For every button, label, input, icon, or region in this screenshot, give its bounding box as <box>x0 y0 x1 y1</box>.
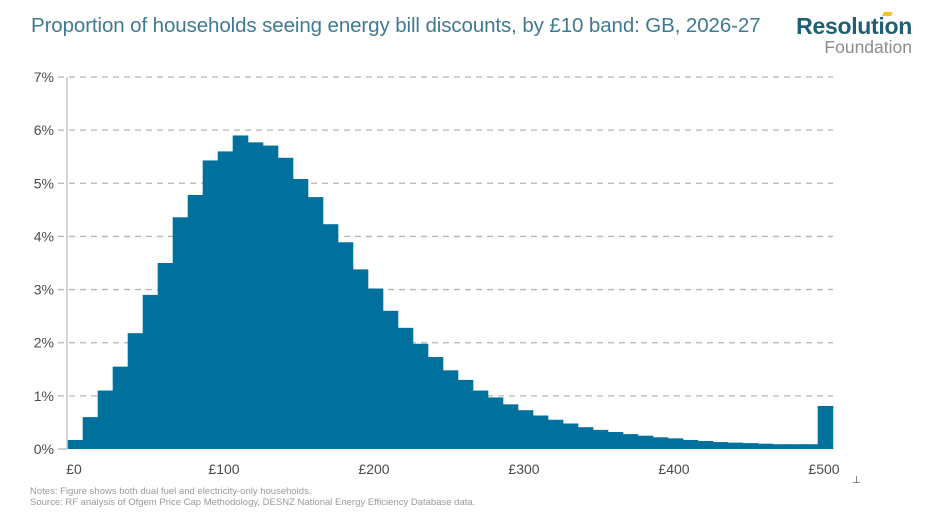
y-tick-label: 7% <box>34 69 54 85</box>
x-tick-label: £400 <box>658 461 689 477</box>
y-tick-label: 4% <box>34 228 54 244</box>
bar <box>727 442 744 449</box>
bar <box>667 438 684 449</box>
bar <box>457 379 474 449</box>
bar <box>127 333 144 449</box>
bar <box>802 444 819 449</box>
bar <box>187 194 204 449</box>
bar <box>262 145 279 449</box>
bar <box>172 217 189 449</box>
bar <box>592 429 609 449</box>
bar <box>577 427 594 449</box>
x-tick-label: £500 <box>808 461 839 477</box>
bar <box>472 390 489 449</box>
bars <box>67 135 834 450</box>
notes-text: Notes: Figure shows both dual fuel and e… <box>30 486 312 497</box>
logo-text-foundation: Foundation <box>824 37 912 57</box>
logo-text-resolution: Resolution <box>796 13 912 39</box>
bar <box>772 444 789 449</box>
chart-notes: Notes: Figure shows both dual fuel and e… <box>30 486 475 508</box>
bar <box>742 443 759 449</box>
bar <box>112 366 129 449</box>
y-tick-label: 1% <box>34 388 54 404</box>
bar <box>292 179 309 449</box>
x-tick-labels: £0 £100 £200 £300 £400 £500 <box>66 461 840 477</box>
bar <box>277 157 294 449</box>
bar <box>337 242 354 449</box>
bar <box>247 142 264 449</box>
bar <box>637 435 654 449</box>
bar <box>547 419 564 449</box>
bar <box>412 343 429 449</box>
y-tick-label: 2% <box>34 335 54 351</box>
bar <box>697 441 714 449</box>
bar <box>817 405 834 449</box>
x-tick-label: £100 <box>208 461 239 477</box>
chart-title: Proportion of households seeing energy b… <box>31 14 761 37</box>
bar <box>607 431 624 449</box>
y-tick-label: 0% <box>34 441 54 457</box>
bar <box>712 442 729 449</box>
y-tick-labels: 0% 1% 2% 3% 4% 5% 6% 7% <box>34 69 54 457</box>
bar <box>442 370 459 449</box>
x-tick-label: £200 <box>358 461 389 477</box>
bar <box>322 224 339 449</box>
bar <box>367 288 384 449</box>
bar <box>97 390 114 449</box>
bar <box>652 437 669 449</box>
bar <box>397 327 414 449</box>
y-tick-label: 5% <box>34 175 54 191</box>
axis-corner-mark: ⊥ <box>852 475 861 486</box>
bar <box>757 443 774 449</box>
bar <box>427 357 444 449</box>
bar <box>517 410 534 449</box>
bar <box>217 151 234 449</box>
bar <box>82 417 99 449</box>
bar <box>502 404 519 449</box>
bar <box>487 397 504 449</box>
logo-line1: Resolution <box>796 12 912 39</box>
bar <box>682 439 699 449</box>
bar <box>157 263 174 449</box>
bar <box>532 415 549 449</box>
bar <box>232 135 249 449</box>
y-tick-label: 3% <box>34 282 54 298</box>
bar <box>562 423 579 449</box>
bar <box>352 269 369 449</box>
bar <box>202 160 219 450</box>
bar <box>142 294 159 449</box>
resolution-foundation-logo: Resolution Foundation <box>796 12 912 57</box>
bar <box>787 444 804 449</box>
source-text: Source: RF analysis of Ofgem Price Cap M… <box>30 497 476 508</box>
bar <box>622 434 639 449</box>
bar <box>382 310 399 449</box>
x-tick-label: £300 <box>508 461 539 477</box>
bar <box>67 439 84 449</box>
bar <box>307 197 324 449</box>
x-tick-label: £0 <box>66 461 82 477</box>
y-tick-label: 6% <box>34 122 54 138</box>
